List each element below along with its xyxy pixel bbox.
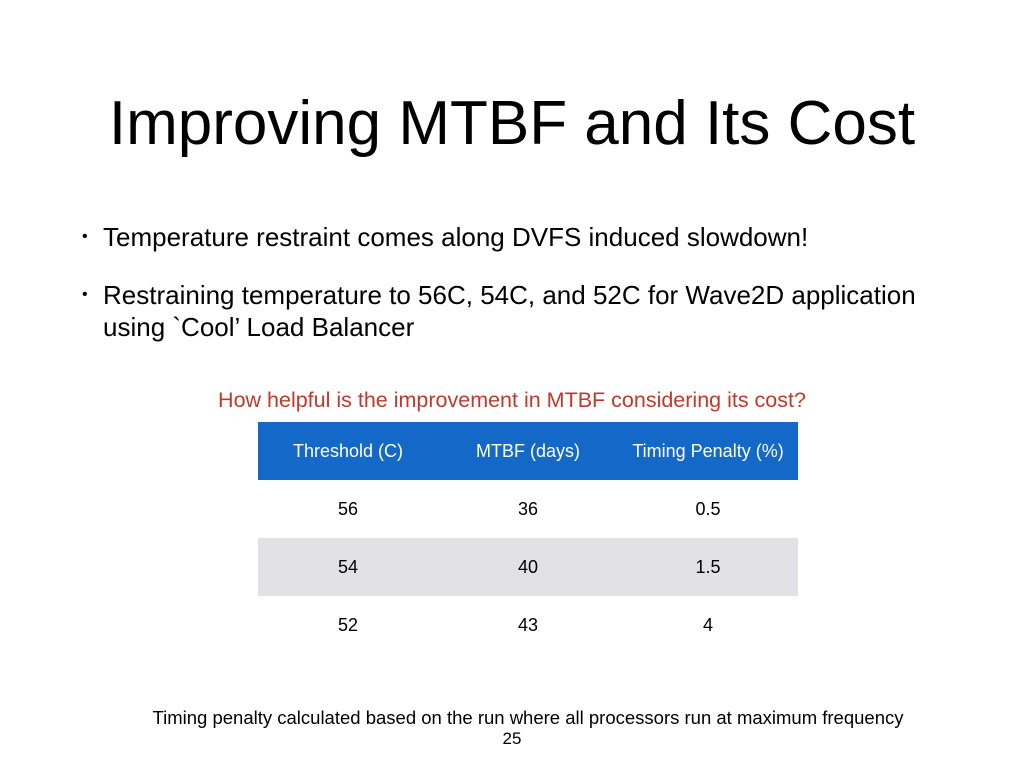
bullet-item: • Temperature restraint comes along DVFS… [82, 221, 962, 253]
bullet-icon: • [82, 228, 88, 245]
table-cell: 40 [438, 538, 618, 596]
column-header-threshold: Threshold (C) [258, 422, 438, 480]
page-number: 25 [502, 729, 522, 748]
slide-title: Improving MTBF and Its Cost [108, 89, 916, 158]
table-cell: 54 [258, 538, 438, 596]
mtbf-table: Threshold (C) MTBF (days) Timing Penalty… [258, 422, 798, 654]
column-header-mtbf: MTBF (days) [438, 422, 618, 480]
bullet-item: • Restraining temperature to 56C, 54C, a… [82, 279, 962, 343]
table-cell: 36 [517, 498, 539, 519]
bullet-icon: • [82, 286, 88, 303]
footnote: Timing penalty calculated based on the r… [152, 707, 904, 728]
bullet-text: Temperature restraint comes along DVFS i… [103, 222, 809, 252]
table-cell: 0.5 [695, 498, 721, 519]
table-row: 54 40 1.5 [258, 538, 798, 596]
bullet-text: Restraining temperature to 56C, 54C, and… [103, 280, 916, 342]
table-row: 52 43 4 [258, 596, 798, 654]
table-cell: 52 [337, 614, 359, 635]
bullet-list: • Temperature restraint comes along DVFS… [82, 221, 962, 369]
table-cell: 1.5 [618, 538, 798, 596]
table-cell: 43 [517, 614, 539, 635]
column-header-timing-penalty: Timing Penalty (%) [618, 422, 798, 480]
table-cell: 4 [702, 614, 713, 635]
question-text: How helpful is the improvement in MTBF c… [218, 388, 806, 412]
table-cell: 56 [337, 498, 359, 519]
table-header-row: Threshold (C) MTBF (days) Timing Penalty… [258, 422, 798, 480]
table-row: 56 36 0.5 [258, 480, 798, 538]
